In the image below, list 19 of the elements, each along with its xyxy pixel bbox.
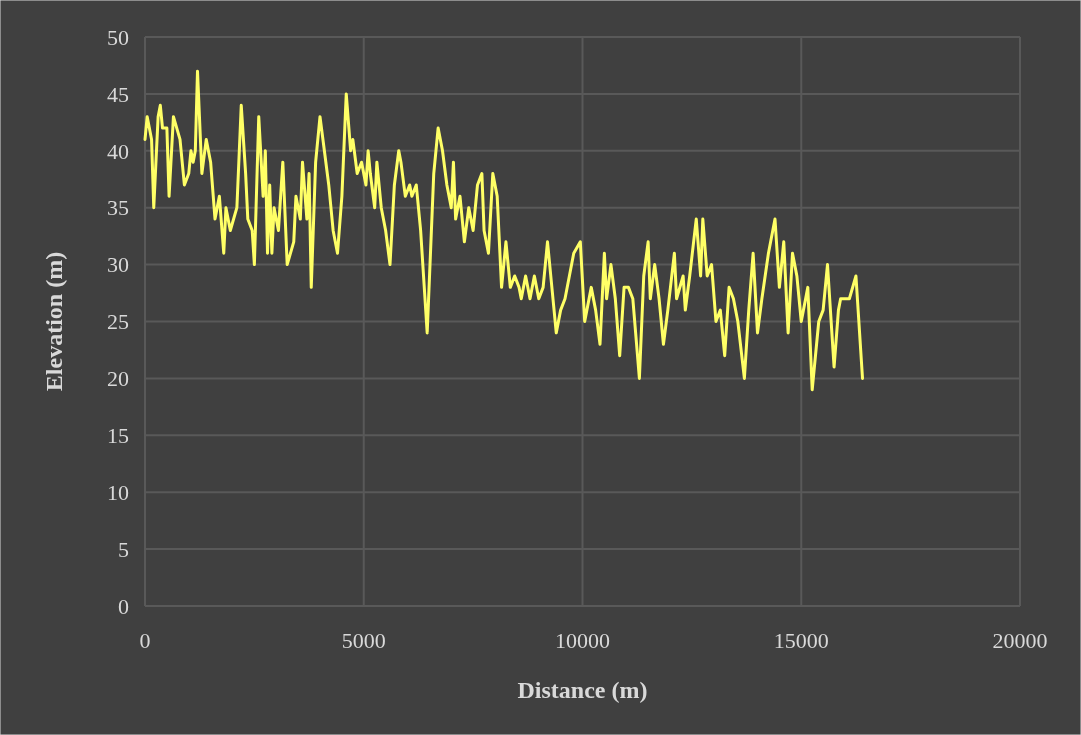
y-tick-label: 50 [107,24,129,50]
y-tick-label: 10 [107,479,129,505]
y-tick-label: 25 [107,309,129,335]
y-tick-label: 15 [107,423,129,448]
y-tick-label: 20 [107,366,129,392]
y-tick-label: 5 [118,536,129,562]
y-tick-label: 45 [107,81,129,107]
x-tick-label: 0 [139,628,151,653]
x-tick-label: 20000 [992,628,1048,653]
y-tick-label: 35 [107,195,129,221]
x-tick-label: 10000 [555,628,610,653]
y-tick-label: 40 [107,138,129,164]
y-axis-title: Elevation (m) [41,251,67,392]
y-tick-label: 0 [118,593,129,619]
x-tick-label: 5000 [341,628,386,653]
y-tick-label: 30 [107,252,129,278]
line-series [143,69,864,392]
x-axis-title: Distance (m) [517,677,648,703]
x-tick-label: 15000 [773,628,829,653]
